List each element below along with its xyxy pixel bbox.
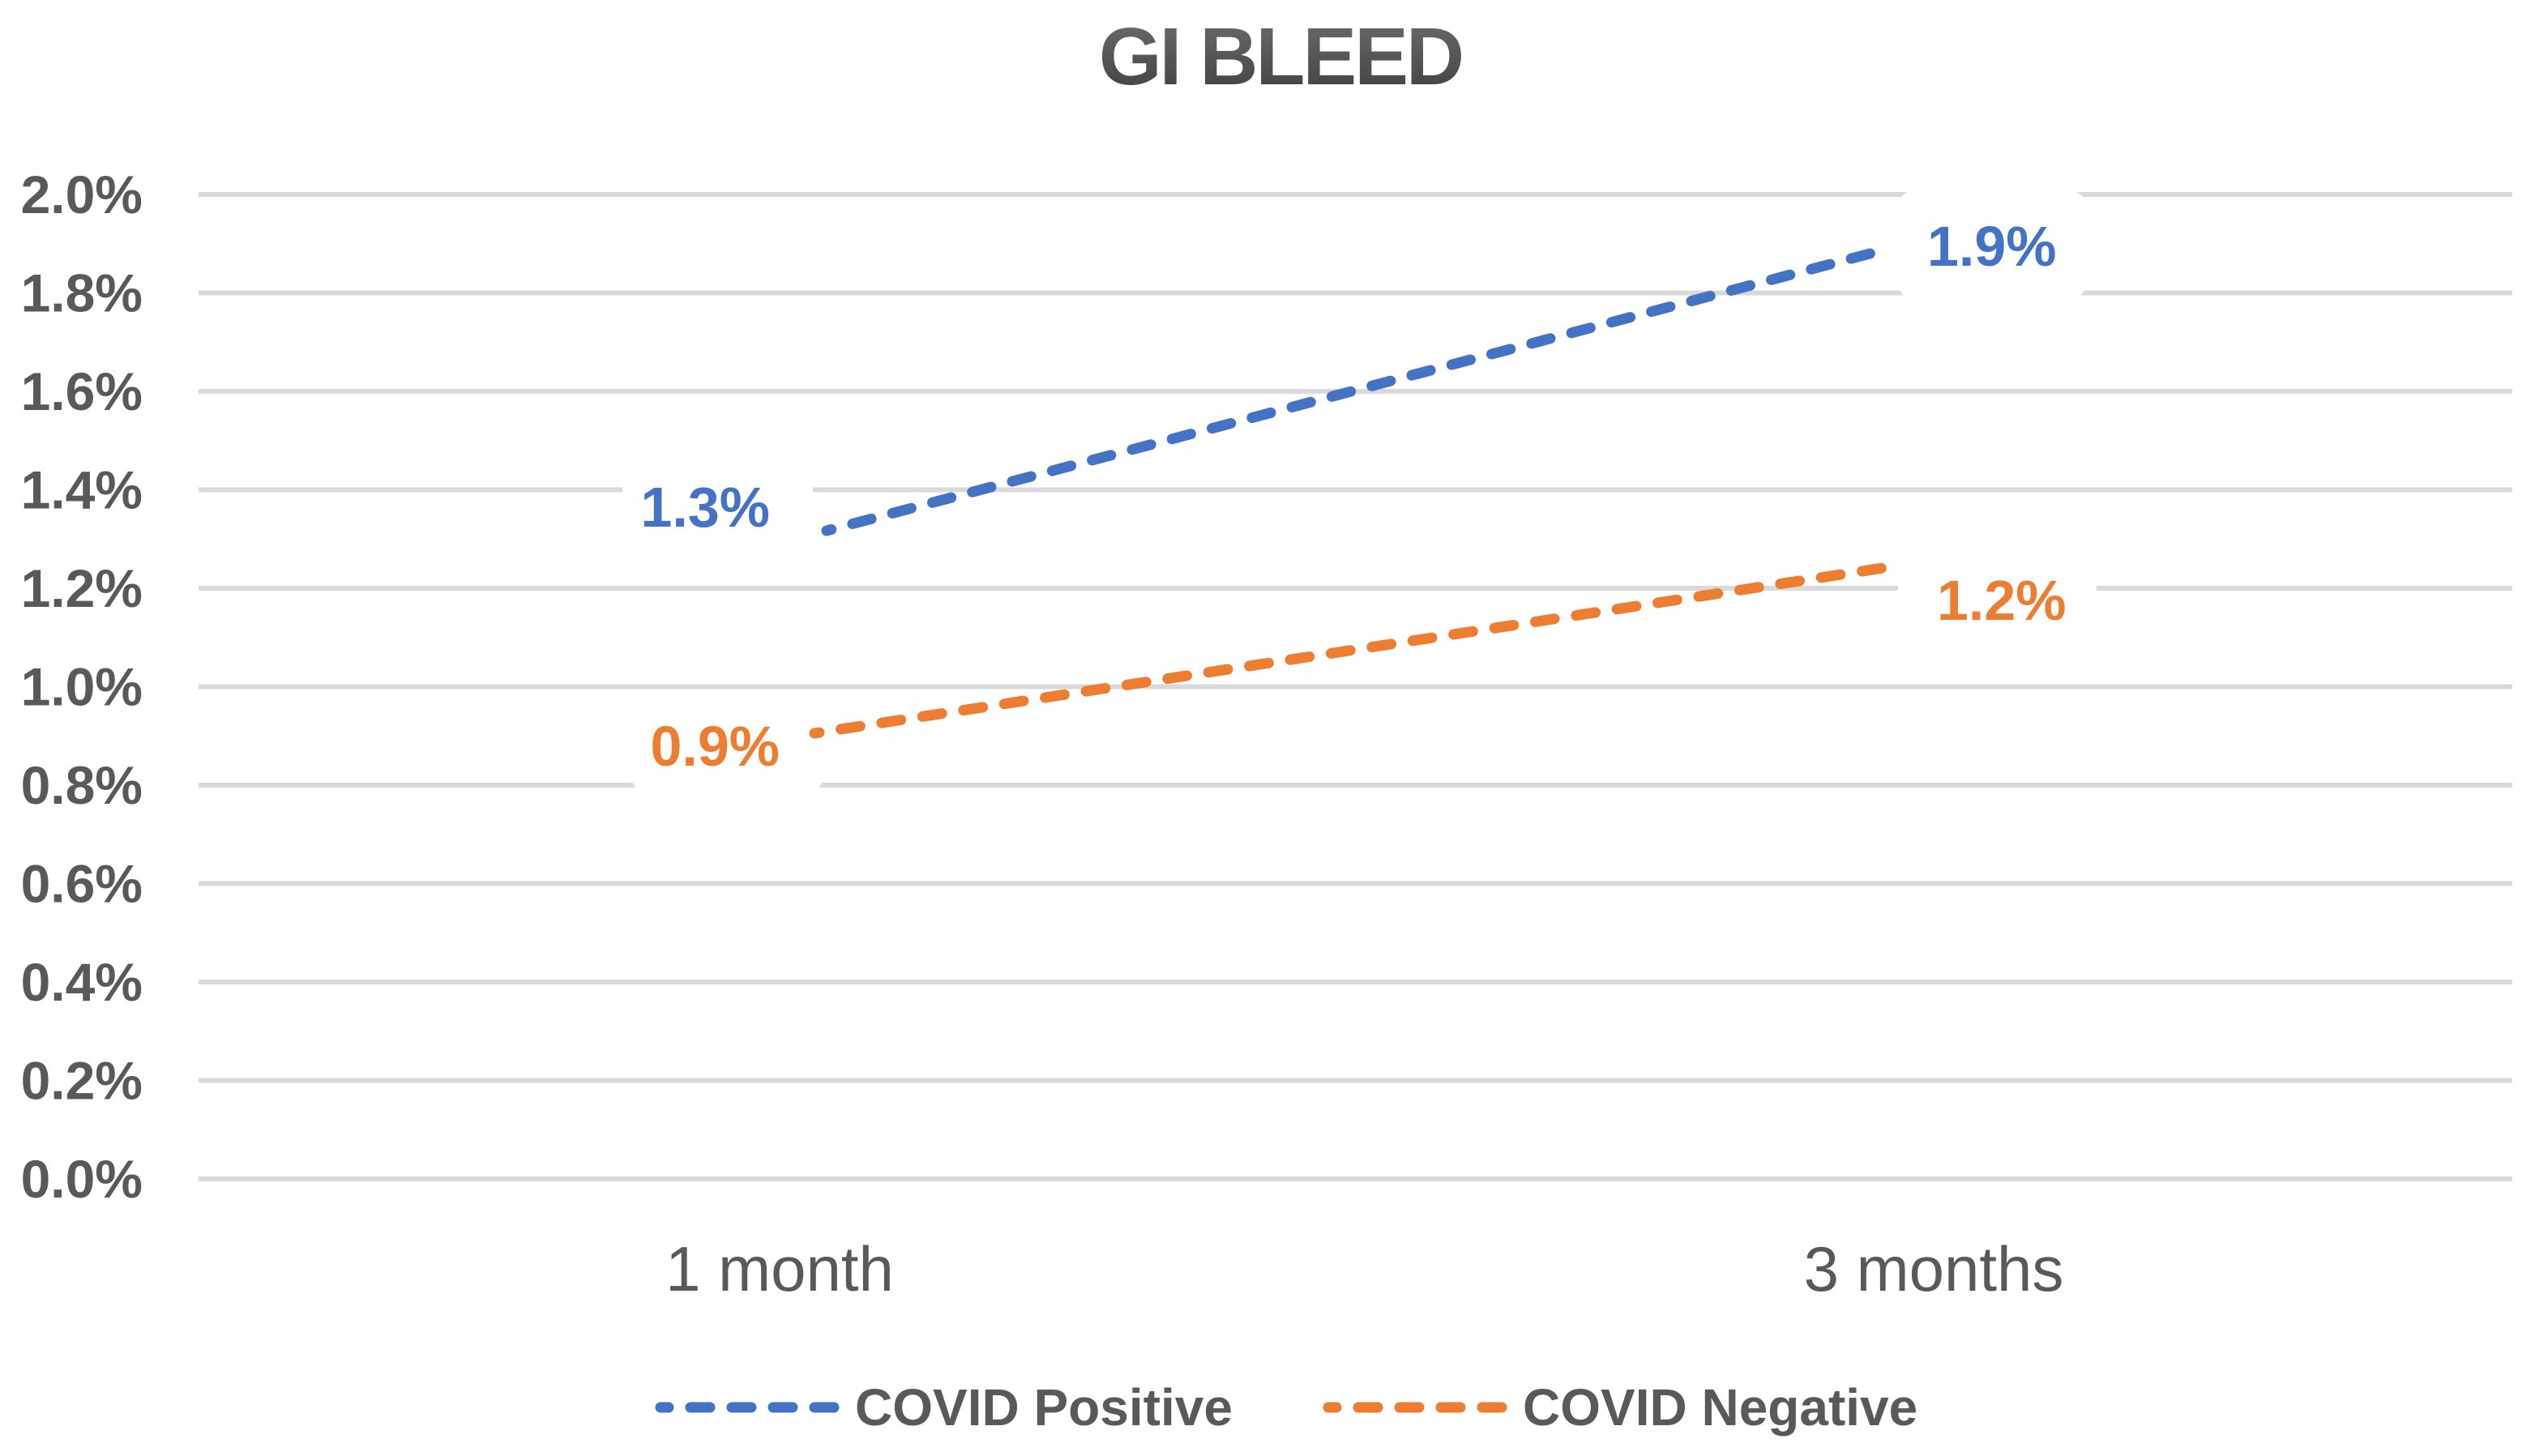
y-tick-label: 1.6% — [21, 361, 143, 421]
chart-title: GI BLEED — [1099, 11, 1462, 102]
y-tick-label: 0.6% — [21, 854, 143, 914]
data-label-background — [632, 698, 823, 792]
x-tick-label-3-months: 3 months — [1804, 1233, 2064, 1304]
legend: COVID Positive COVID Negative — [655, 1378, 1917, 1437]
data-label-backgrounds — [622, 191, 2097, 792]
data-label-background — [622, 460, 813, 554]
y-tick-label: 1.0% — [21, 657, 143, 717]
gridlines — [199, 192, 2512, 1181]
y-tick-label: 0.0% — [21, 1149, 143, 1209]
y-tick-label: 0.4% — [21, 952, 143, 1012]
legend-entry-covid-negative: COVID Negative — [1323, 1378, 1917, 1437]
y-tick-label: 1.4% — [21, 460, 143, 520]
legend-label-covid-negative: COVID Negative — [1523, 1378, 1917, 1437]
y-tick-label: 0.8% — [21, 755, 143, 815]
data-label-covid-negative-1mo: 0.9% — [650, 715, 780, 778]
x-tick-label-1-month: 1 month — [665, 1233, 894, 1304]
y-tick-label: 2.0% — [21, 164, 143, 224]
data-label-background — [1898, 191, 2086, 298]
data-label-covid-positive-3mo: 1.9% — [1927, 215, 2057, 278]
series-line-covid-positive — [821, 243, 1894, 536]
data-label-background — [1898, 548, 2097, 651]
data-labels: 1.3% 1.9% 0.9% 1.2% — [640, 215, 2066, 778]
y-tick-label: 0.2% — [21, 1051, 143, 1111]
y-tick-label: 1.2% — [21, 558, 143, 618]
legend-label-covid-positive: COVID Positive — [855, 1378, 1233, 1437]
data-label-covid-positive-1mo: 1.3% — [640, 476, 770, 539]
y-tick-label: 1.8% — [21, 263, 143, 323]
y-axis-tick-labels: 2.0% 1.8% 1.6% 1.4% 1.2% 1.0% 0.8% 0.6% … — [21, 164, 143, 1209]
x-axis-tick-labels: 1 month 3 months — [665, 1233, 2063, 1304]
legend-entry-covid-positive: COVID Positive — [655, 1378, 1233, 1437]
data-label-covid-negative-3mo: 1.2% — [1937, 569, 2067, 632]
series-line-covid-negative — [809, 561, 1894, 739]
